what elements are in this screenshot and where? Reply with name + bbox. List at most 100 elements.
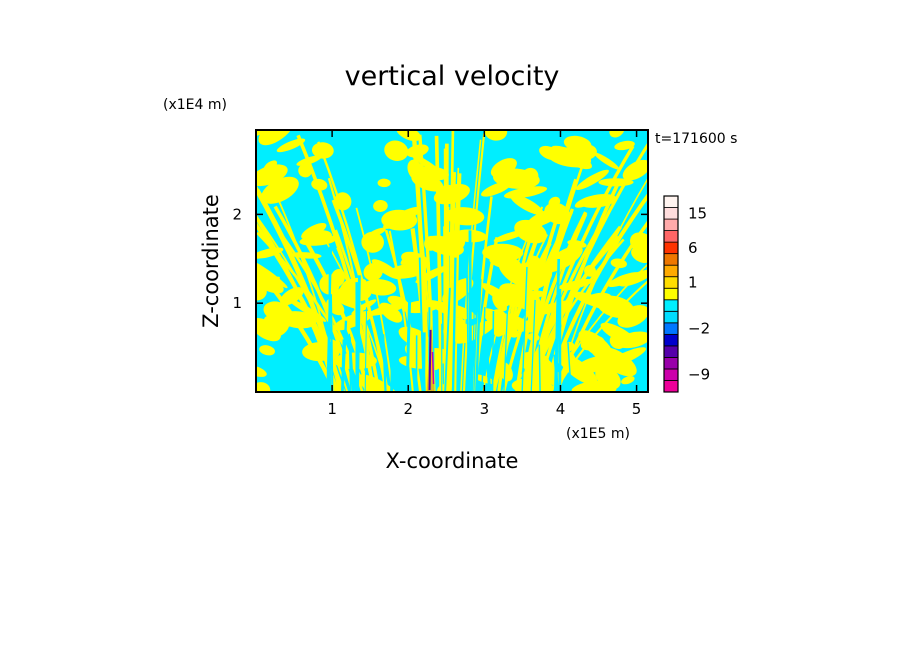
field-cell	[563, 135, 592, 152]
field-cell	[615, 331, 648, 349]
field-cell	[484, 130, 508, 141]
field-cell	[493, 229, 527, 243]
field-streak	[444, 287, 451, 392]
field-cell	[631, 246, 648, 263]
colorbar-tick-label: 15	[688, 204, 707, 222]
field-streak	[355, 207, 394, 392]
field-streak	[256, 263, 338, 392]
field-cell	[594, 152, 620, 170]
field-streak	[473, 296, 478, 392]
colorbar-swatch	[663, 253, 679, 266]
field-cell	[539, 145, 561, 161]
x-tick-label: 2	[403, 400, 413, 418]
chart-title: vertical velocity	[345, 61, 560, 92]
field-streak	[422, 332, 426, 392]
colorbar-swatch	[663, 333, 679, 347]
field-streak	[550, 262, 648, 392]
field-streak	[497, 236, 532, 392]
field-streak	[491, 242, 552, 392]
field-cell	[597, 295, 635, 319]
colorbar-tick-label: 6	[688, 239, 698, 257]
field-cell	[276, 138, 306, 153]
field-streak	[364, 307, 368, 392]
colorbar-tick-label: 1	[688, 273, 698, 291]
field-streak	[341, 320, 348, 392]
field-cell	[256, 164, 288, 187]
field-streak	[434, 135, 443, 392]
field-streak	[567, 342, 572, 392]
field-streak	[475, 278, 482, 392]
x-axis-label: X-coordinate	[386, 449, 519, 473]
heatmap-field	[256, 130, 648, 392]
colorbar-swatch	[663, 195, 679, 208]
field-cell	[573, 355, 610, 376]
field-cell	[385, 211, 405, 229]
field-streak	[515, 209, 562, 392]
field-streak	[256, 188, 343, 392]
field-cell	[298, 163, 313, 178]
field-streak	[503, 306, 509, 392]
field-cell	[550, 145, 592, 170]
field-streak	[384, 229, 422, 392]
field-streak	[491, 206, 544, 392]
field-streak	[556, 178, 648, 392]
field-cell	[363, 263, 383, 281]
colorbar-swatch	[663, 299, 679, 312]
field-cell	[379, 302, 403, 323]
field-cell	[256, 130, 271, 138]
field-cell	[493, 168, 540, 189]
colorbar-swatch	[663, 287, 679, 301]
colorbar-swatch	[663, 241, 679, 255]
field-cell	[384, 140, 409, 162]
colorbar-swatch	[663, 380, 679, 393]
field-streak	[530, 299, 536, 392]
field-cell	[589, 344, 612, 363]
field-cell	[574, 195, 596, 208]
x-scale-label: (x1E5 m)	[566, 426, 630, 442]
field-streak	[382, 334, 387, 392]
colorbar-swatch	[663, 276, 679, 289]
field-streak	[484, 339, 492, 392]
time-label: t=171600 s	[655, 131, 737, 147]
colorbar-swatch	[663, 368, 679, 381]
field-streak	[468, 230, 473, 392]
field-cell	[510, 194, 544, 216]
field-core-negative	[428, 329, 432, 391]
colorbar-tick-label: −2	[688, 320, 710, 338]
field-streak	[296, 134, 376, 392]
field-cell	[363, 279, 397, 296]
field-streak	[451, 341, 456, 392]
field-streak	[538, 344, 541, 392]
colorbar: 15 6 1 −2 −9	[663, 195, 710, 393]
field-streak	[390, 344, 395, 392]
field-streak	[481, 306, 486, 392]
field-cell	[301, 222, 327, 240]
y-axis-label: Z-coordinate	[199, 194, 223, 328]
x-tick-label: 3	[480, 400, 490, 418]
colorbar-tick-label: −9	[688, 366, 710, 384]
field-streak	[553, 354, 559, 392]
field-streak	[256, 214, 349, 392]
field-streak	[330, 294, 334, 392]
field-streak	[535, 141, 648, 392]
field-cell	[400, 254, 415, 265]
field-streak	[348, 333, 352, 392]
field-cell	[373, 199, 388, 212]
y-tick-label: 2	[232, 205, 242, 223]
field-streak	[305, 242, 371, 392]
field-streak	[525, 146, 591, 392]
field-cell	[614, 140, 635, 151]
colorbar-swatch	[663, 207, 679, 220]
field-streak	[471, 299, 475, 392]
x-tick-label: 5	[632, 400, 642, 418]
field-cell	[595, 365, 621, 390]
field-streak	[555, 219, 648, 392]
field-streak	[466, 264, 470, 392]
field-streak	[462, 133, 486, 392]
field-streak	[491, 311, 495, 392]
field-streak	[388, 230, 414, 392]
colorbar-swatch	[663, 230, 679, 243]
field-cell	[377, 178, 391, 188]
field-cell	[368, 227, 386, 237]
field-streak	[545, 178, 622, 392]
